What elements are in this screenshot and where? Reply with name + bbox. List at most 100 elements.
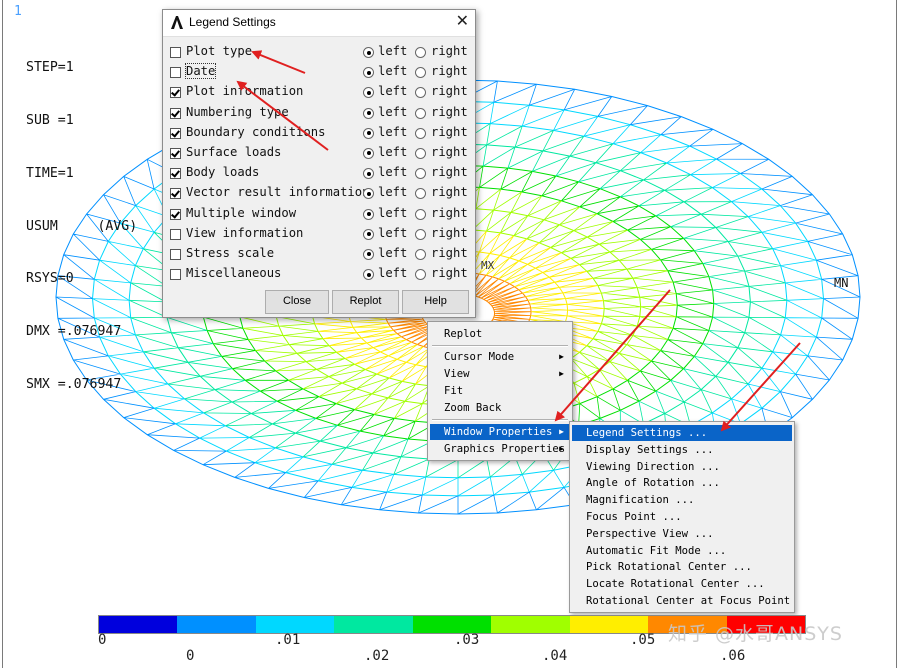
option-checkbox[interactable] <box>170 147 181 159</box>
menu-item-view[interactable]: View ▶ <box>430 366 570 382</box>
close-button[interactable]: Close <box>265 290 329 314</box>
submenu-item[interactable]: Viewing Direction ... <box>572 459 792 475</box>
left-radio-label: left <box>378 44 408 58</box>
legend-option-row: Body loads left right <box>169 164 469 184</box>
option-checkbox[interactable] <box>170 87 181 99</box>
legend-option-row: Numbering type left right <box>169 104 469 124</box>
left-radio[interactable] <box>363 87 374 99</box>
left-radio[interactable] <box>363 228 374 240</box>
left-radio-label: left <box>378 225 408 240</box>
right-radio[interactable] <box>415 228 426 240</box>
menu-item-label: Graphics Properties <box>444 443 566 455</box>
frame-left-border <box>2 0 3 668</box>
status-line: STEP=1 <box>26 60 74 76</box>
legend-label: 0 <box>98 632 107 648</box>
left-radio[interactable] <box>363 188 374 200</box>
legend-option-row: Multiple window left right <box>169 205 469 225</box>
left-radio[interactable] <box>363 208 374 220</box>
submenu-item[interactable]: Rotational Center at Focus Point <box>572 593 792 609</box>
min-marker-label: MN <box>834 276 849 290</box>
right-radio[interactable] <box>415 147 426 159</box>
status-line: SMX =.076947 <box>26 376 122 392</box>
menu-item-replot[interactable]: Replot <box>430 326 570 342</box>
submenu-arrow-icon: ▶ <box>559 352 564 361</box>
option-label: Surface loads <box>186 144 282 159</box>
menu-item-zoom-back[interactable]: Zoom Back <box>430 400 570 416</box>
option-label: Plot type <box>186 44 253 58</box>
close-icon[interactable]: ✕ <box>455 11 469 30</box>
option-checkbox[interactable] <box>170 269 181 281</box>
right-radio[interactable] <box>415 248 426 260</box>
menu-separator <box>432 419 568 421</box>
legend-settings-dialog: Legend Settings ✕ Plot type left right Date… <box>162 9 476 318</box>
option-checkbox[interactable] <box>170 208 181 220</box>
left-radio[interactable] <box>363 168 374 180</box>
submenu-item[interactable]: Angle of Rotation ... <box>572 475 792 491</box>
submenu-item[interactable]: Display Settings ... <box>572 442 792 458</box>
submenu-item[interactable]: Legend Settings ... <box>572 425 792 441</box>
submenu-item[interactable]: Focus Point ... <box>572 509 792 525</box>
legend-option-row: Plot information left right <box>169 83 469 103</box>
right-radio[interactable] <box>415 188 426 200</box>
dialog-titlebar[interactable]: Legend Settings ✕ <box>163 10 475 37</box>
menu-item-cursor-mode[interactable]: Cursor Mode ▶ <box>430 349 570 365</box>
frame-right-border <box>896 0 897 668</box>
right-radio[interactable] <box>415 67 426 79</box>
submenu-item[interactable]: Perspective View ... <box>572 526 792 542</box>
right-radio-label: right <box>431 64 468 79</box>
submenu-item[interactable]: Magnification ... <box>572 492 792 508</box>
legend-color-band <box>648 616 727 633</box>
option-checkbox[interactable] <box>170 188 181 200</box>
left-radio-label: left <box>378 64 408 79</box>
right-radio[interactable] <box>415 47 426 58</box>
option-checkbox[interactable] <box>170 67 181 79</box>
help-button[interactable]: Help <box>402 290 469 314</box>
menu-item-fit[interactable]: Fit <box>430 383 570 399</box>
legend-color-band <box>726 616 805 633</box>
right-radio[interactable] <box>415 87 426 99</box>
menu-item-graphics-properties[interactable]: Graphics Properties ▶ <box>430 441 570 457</box>
option-checkbox[interactable] <box>170 248 181 260</box>
right-radio-label: right <box>431 245 468 260</box>
submenu-item[interactable]: Pick Rotational Center ... <box>572 559 792 575</box>
status-line: DMX =.076947 <box>26 324 122 340</box>
submenu-arrow-icon: ▶ <box>559 427 564 436</box>
submenu-arrow-icon: ▶ <box>559 444 564 453</box>
right-radio[interactable] <box>415 127 426 139</box>
option-checkbox[interactable] <box>170 107 181 119</box>
max-marker-label: MX <box>481 259 495 272</box>
option-checkbox[interactable] <box>170 228 181 240</box>
menu-item-label: View <box>444 368 470 380</box>
left-radio[interactable] <box>363 269 374 281</box>
left-radio[interactable] <box>363 147 374 159</box>
left-radio[interactable] <box>363 127 374 139</box>
watermark: 知乎 @水哥ANSYS <box>668 623 843 645</box>
legend-option-row: Surface loads left right <box>169 144 469 164</box>
submenu-item[interactable]: Automatic Fit Mode ... <box>572 543 792 559</box>
option-label: Body loads <box>186 165 260 180</box>
left-radio[interactable] <box>363 67 374 79</box>
option-checkbox[interactable] <box>170 127 181 139</box>
option-checkbox[interactable] <box>170 168 181 180</box>
replot-button[interactable]: Replot <box>332 290 399 314</box>
left-radio[interactable] <box>363 107 374 119</box>
window-number: 1 <box>14 4 22 19</box>
left-radio[interactable] <box>363 47 374 58</box>
right-radio-label: right <box>431 205 468 220</box>
left-radio-label: left <box>378 104 408 119</box>
right-radio[interactable] <box>415 168 426 180</box>
left-radio[interactable] <box>363 248 374 260</box>
right-radio-label: right <box>431 104 468 119</box>
option-checkbox[interactable] <box>170 47 181 58</box>
legend-option-row: Plot type left right <box>169 43 469 63</box>
menu-item-label: Window Properties <box>444 426 553 438</box>
submenu-item[interactable]: Locate Rotational Center ... <box>572 576 792 592</box>
menu-item-window-properties[interactable]: Window Properties ▶ <box>430 424 570 440</box>
legend-color-band <box>177 616 256 633</box>
right-radio[interactable] <box>415 269 426 281</box>
legend-label: 0 <box>186 648 195 664</box>
status-line: RSYS=0 <box>26 271 74 287</box>
right-radio[interactable] <box>415 107 426 119</box>
right-radio[interactable] <box>415 208 426 220</box>
